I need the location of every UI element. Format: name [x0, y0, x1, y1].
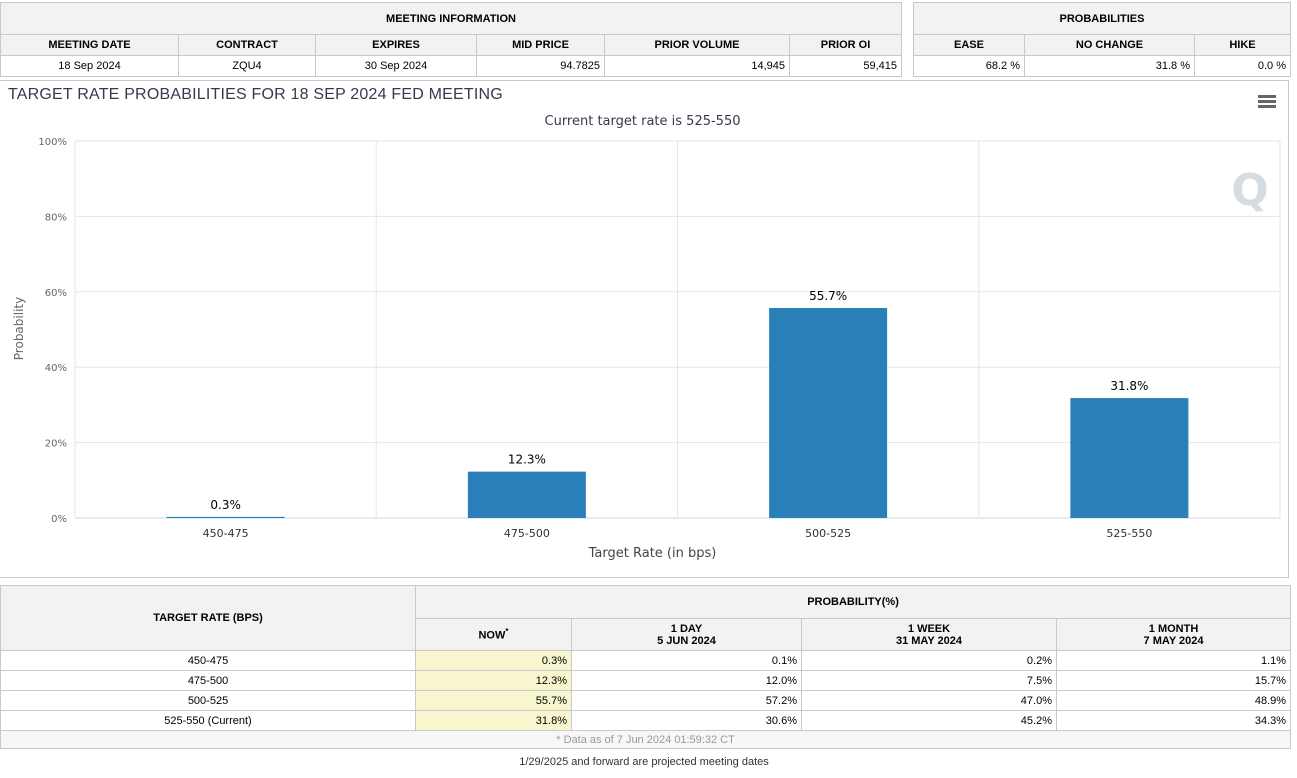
table-row: 475-500 12.3% 12.0% 7.5% 15.7%: [0, 670, 1292, 691]
header-prior-volume: PRIOR VOLUME: [604, 34, 790, 56]
header-1-week: 1 WEEK 31 MAY 2024: [801, 618, 1057, 651]
header-mid-price: MID PRICE: [476, 34, 605, 56]
prior-volume-value: 14,945: [604, 55, 790, 77]
expires-value: 30 Sep 2024: [315, 55, 477, 77]
header-1-day-line1: 1 DAY: [670, 622, 703, 635]
y-tick-label: 80%: [45, 212, 67, 223]
table-row: 525-550 (Current) 31.8% 30.6% 45.2% 34.3…: [0, 710, 1292, 731]
data-label: 12.3%: [508, 453, 546, 467]
month-cell: 1.1%: [1055, 650, 1292, 671]
header-probability: PROBABILITY(%): [414, 585, 1292, 619]
projected-dates-note: 1/29/2025 and forward are projected meet…: [519, 756, 769, 768]
week-cell: 0.2%: [801, 650, 1057, 671]
chart-subtitle: Current target rate is 525-550: [545, 114, 741, 129]
header-ease: EASE: [913, 34, 1025, 56]
y-tick-label: 0%: [51, 514, 67, 525]
bar-525-550: [1070, 398, 1189, 518]
day-cell: 0.1%: [571, 650, 802, 671]
y-tick-label: 100%: [38, 137, 67, 148]
rate-cell: 525-550 (Current): [0, 710, 416, 731]
mid-price-value: 94.7825: [476, 55, 605, 77]
week-cell: 7.5%: [801, 670, 1057, 691]
header-1-day: 1 DAY 5 JUN 2024: [571, 618, 802, 651]
x-axis-title: Target Rate (in bps): [588, 546, 717, 561]
data-label: 55.7%: [809, 289, 847, 303]
header-expires: EXPIRES: [315, 34, 477, 56]
month-cell: 34.3%: [1055, 710, 1292, 731]
chart-menu-icon[interactable]: [1258, 95, 1276, 109]
header-contract: CONTRACT: [178, 34, 316, 56]
contract-value: ZQU4: [178, 55, 316, 77]
month-cell: 48.9%: [1055, 690, 1292, 711]
header-1-day-line2: 5 JUN 2024: [657, 634, 716, 647]
y-axis-title: Probability: [12, 297, 26, 360]
day-cell: 12.0%: [571, 670, 802, 691]
table-row: 500-525 55.7% 57.2% 47.0% 48.9%: [0, 690, 1292, 711]
y-tick-label: 40%: [45, 363, 67, 374]
now-cell: 31.8%: [415, 710, 572, 731]
header-now: NOW*: [415, 618, 572, 651]
no-change-value: 31.8 %: [1024, 55, 1195, 77]
now-cell: 55.7%: [415, 690, 572, 711]
header-1-month-line2: 7 MAY 2024: [1143, 634, 1204, 647]
header-1-week-line2: 31 MAY 2024: [895, 634, 963, 647]
header-now-marker: *: [505, 627, 509, 637]
x-tick-label: 500-525: [805, 527, 851, 540]
probabilities-title: PROBABILITIES: [912, 2, 1292, 35]
header-target-rate: TARGET RATE (BPS): [0, 585, 416, 651]
rate-cell: 450-475: [0, 650, 416, 671]
data-label: 31.8%: [1110, 379, 1148, 393]
x-tick-label: 475-500: [504, 527, 550, 540]
bar-475-500: [467, 471, 586, 518]
now-cell: 12.3%: [415, 670, 572, 691]
hike-value: 0.0 %: [1193, 55, 1292, 77]
bar-chart: Current target rate is 525-550 Q 0% 20% 40% 6…: [12, 114, 1281, 561]
watermark-logo: Q: [1231, 165, 1268, 216]
x-tick-label: 525-550: [1106, 527, 1152, 540]
month-cell: 15.7%: [1055, 670, 1292, 691]
header-1-month-line1: 1 MONTH: [1148, 622, 1199, 635]
header-prior-oi: PRIOR OI: [788, 34, 903, 56]
chart-title: TARGET RATE PROBABILITIES FOR 18 SEP 202…: [8, 86, 503, 103]
bar-500-525: [769, 308, 888, 518]
rate-cell: 475-500: [0, 670, 416, 691]
day-cell: 57.2%: [571, 690, 802, 711]
week-cell: 45.2%: [801, 710, 1057, 731]
probabilities-table: PROBABILITIES EASE NO CHANGE HIKE 68.2 %…: [912, 2, 1292, 77]
bar-450-475: [166, 516, 285, 518]
header-meeting-date: MEETING DATE: [0, 34, 179, 56]
data-label: 0.3%: [210, 498, 241, 512]
day-cell: 30.6%: [571, 710, 802, 731]
x-tick-label: 450-475: [203, 527, 249, 540]
meeting-info-table: MEETING INFORMATION MEETING DATE CONTRAC…: [0, 2, 903, 77]
header-hike: HIKE: [1193, 34, 1292, 56]
header-1-week-line1: 1 WEEK: [907, 622, 951, 635]
header-now-label: NOW: [478, 629, 506, 642]
week-cell: 47.0%: [801, 690, 1057, 711]
meeting-date-value: 18 Sep 2024: [0, 55, 179, 77]
chart-panel: Current target rate is 525-550 Q 0% 20% 40% 6…: [0, 80, 1289, 578]
data-footnote: * Data as of 7 Jun 2024 01:59:32 CT: [0, 730, 1292, 749]
table-row: 450-475 0.3% 0.1% 0.2% 1.1%: [0, 650, 1292, 671]
y-tick-label: 20%: [45, 439, 67, 450]
rate-cell: 500-525: [0, 690, 416, 711]
header-1-month: 1 MONTH 7 MAY 2024: [1055, 618, 1292, 651]
probability-table: TARGET RATE (BPS) PROBABILITY(%) NOW* 1 …: [0, 585, 1292, 749]
header-no-change: NO CHANGE: [1024, 34, 1195, 56]
ease-value: 68.2 %: [913, 55, 1025, 77]
now-cell: 0.3%: [415, 650, 572, 671]
y-tick-label: 60%: [45, 288, 67, 299]
meeting-info-title: MEETING INFORMATION: [0, 2, 903, 35]
prior-oi-value: 59,415: [788, 55, 903, 77]
